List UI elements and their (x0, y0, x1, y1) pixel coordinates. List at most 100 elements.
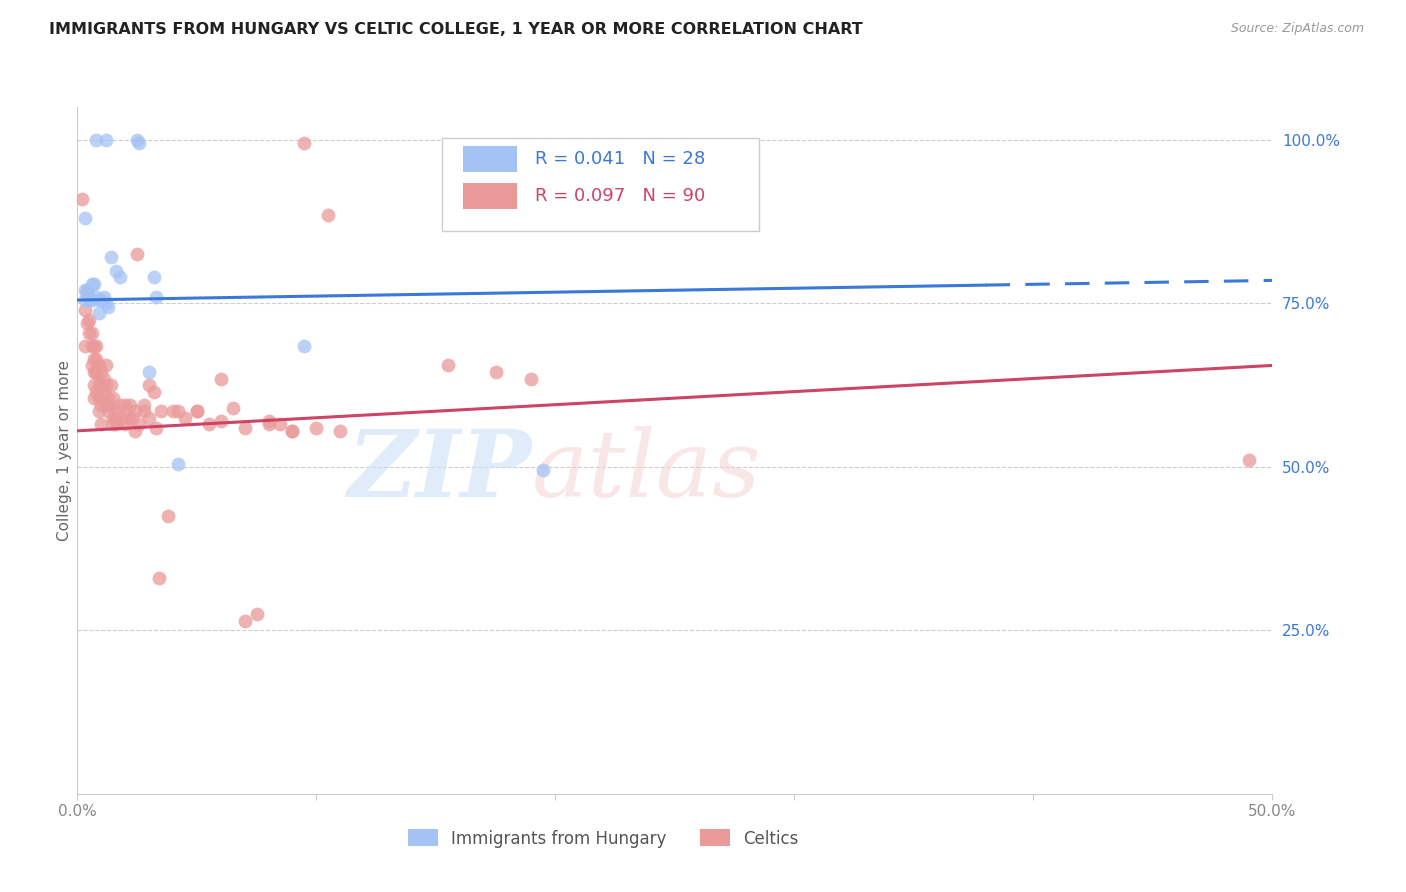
Point (90, 378, 112, 392)
Point (107, 404, 129, 418)
Point (520, 371, 543, 385)
Point (70, 192, 93, 206)
Point (73, 211, 96, 226)
Point (186, 404, 208, 418)
Point (100, 251, 122, 265)
Point (117, 410, 139, 425)
Legend: Immigrants from Hungary, Celtics: Immigrants from Hungary, Celtics (401, 822, 806, 855)
Point (270, 417, 292, 432)
Point (80, 277, 103, 291)
Point (100, 378, 122, 392)
Point (73, 302, 96, 317)
Point (114, 417, 136, 432)
Point (83, 391, 105, 405)
Point (281, 424, 304, 438)
Point (79, 293, 101, 307)
Point (1237, 453, 1260, 467)
Point (73, 283, 96, 297)
Point (83, 378, 105, 392)
Point (145, 290, 167, 304)
Point (80, 359, 103, 373)
Text: atlas: atlas (531, 426, 761, 516)
Point (86, 133, 108, 147)
Point (103, 391, 124, 405)
Point (127, 133, 149, 147)
Point (142, 270, 165, 285)
Point (76, 286, 98, 301)
Point (83, 351, 105, 366)
Point (80, 339, 103, 353)
Point (73, 293, 96, 307)
Point (533, 463, 555, 477)
Point (90, 398, 112, 412)
Point (166, 404, 188, 418)
FancyBboxPatch shape (464, 183, 517, 210)
Point (124, 404, 146, 418)
Point (484, 365, 508, 379)
Point (174, 410, 197, 425)
Point (138, 378, 160, 392)
Point (83, 277, 105, 291)
Point (281, 424, 304, 438)
Point (93, 371, 115, 385)
Point (97, 391, 120, 405)
Point (110, 270, 132, 285)
Point (86, 365, 108, 379)
Point (73, 339, 96, 353)
Point (97, 300, 120, 314)
Point (87, 293, 110, 307)
Point (83, 365, 105, 379)
Y-axis label: College, 1 year or more: College, 1 year or more (56, 360, 72, 541)
Point (148, 571, 170, 585)
Point (166, 457, 188, 471)
Point (90, 293, 112, 307)
Point (94, 296, 117, 310)
Point (257, 417, 280, 432)
Point (76, 316, 98, 330)
Point (138, 365, 160, 379)
Text: Source: ZipAtlas.com: Source: ZipAtlas.com (1230, 22, 1364, 36)
Point (162, 404, 184, 418)
Point (94, 359, 117, 373)
Point (86, 384, 108, 399)
Point (142, 384, 165, 399)
Point (104, 263, 127, 277)
Point (318, 208, 340, 222)
Point (79, 312, 101, 326)
Point (103, 410, 124, 425)
Point (103, 417, 124, 432)
Point (134, 398, 156, 412)
Point (90, 365, 112, 379)
Point (86, 365, 108, 379)
Point (83, 339, 105, 353)
FancyBboxPatch shape (441, 138, 759, 231)
Point (86, 290, 108, 304)
Point (94, 133, 117, 147)
Point (104, 410, 127, 425)
Point (124, 424, 146, 438)
Point (87, 378, 110, 392)
Point (94, 378, 117, 392)
Point (114, 398, 136, 412)
Point (233, 614, 256, 628)
Point (90, 417, 112, 432)
Point (134, 404, 156, 418)
Point (76, 283, 98, 297)
Point (87, 391, 110, 405)
Point (186, 404, 208, 418)
FancyBboxPatch shape (464, 145, 517, 171)
Point (209, 414, 232, 428)
Point (128, 417, 150, 432)
Point (138, 410, 160, 425)
Point (233, 420, 256, 434)
Point (222, 401, 245, 415)
Point (292, 136, 315, 150)
Point (128, 136, 150, 150)
Point (104, 417, 127, 432)
Point (437, 359, 460, 373)
Point (209, 371, 232, 385)
Point (257, 414, 280, 428)
Point (197, 417, 219, 432)
Point (97, 398, 120, 412)
Point (80, 293, 103, 307)
